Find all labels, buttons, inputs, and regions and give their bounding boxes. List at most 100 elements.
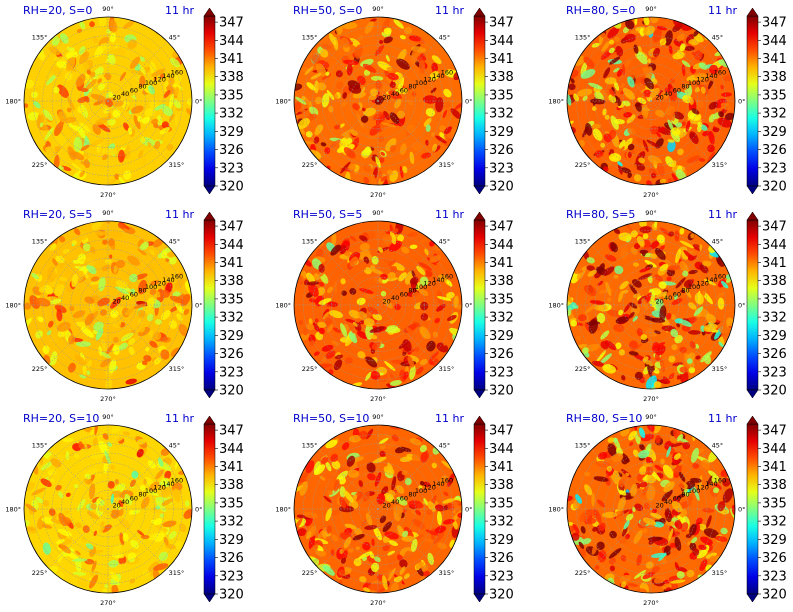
colorbar-tick-label: 332 [219,515,244,530]
field-blob [696,98,704,108]
polar-frame [566,424,736,594]
field-blob [399,456,412,463]
field-blob [49,333,59,343]
field-blob [100,358,112,368]
angle-gridline [318,100,379,161]
field-blob [161,250,168,259]
angle-tick-label: 135° [32,238,48,246]
field-blob [680,289,686,294]
field-blob [407,500,424,509]
field-blob [592,128,603,141]
field-blob [638,450,650,459]
colorbar-tick-label: 323 [219,365,244,380]
field-blob [146,313,154,322]
field-blob [313,136,320,144]
field-blob [604,77,617,85]
field-blob [430,87,437,94]
field-blob [338,569,346,577]
field-blob [74,354,87,366]
field-blob [127,552,137,560]
field-blob [297,118,310,129]
field-blob [82,364,87,376]
field-blob [614,265,624,275]
field-blob [119,71,127,82]
field-blob [718,111,724,118]
field-blob [127,39,138,50]
field-blob [602,266,615,276]
field-blob [589,98,606,105]
angle-tick-label: 270° [370,395,386,403]
field-blob [424,248,429,256]
angle-gridline [318,245,379,306]
radial-tick-label: 140 [162,276,174,284]
field-blob [83,441,88,451]
field-blob [371,256,379,265]
field-blob [24,103,29,108]
field-blob [679,227,685,235]
polar-frame [23,220,193,390]
angle-gridline [107,245,168,306]
field-blob [679,319,692,327]
field-blob [668,87,678,102]
field-blob [58,276,68,282]
field-blob [340,161,351,174]
field-blob [431,55,442,64]
field-blob [363,164,372,172]
field-blob [646,425,655,432]
angle-gridline [377,100,438,161]
field-blob [47,320,54,328]
field-blob [621,581,627,588]
radial-tick-label: 160 [714,68,726,76]
field-blob [628,430,637,441]
field-blob [633,569,647,579]
colorbar [746,423,759,595]
field-blob [447,473,455,487]
field-blob [130,69,140,74]
field-blob [92,66,104,80]
radial-tick-label: 60 [673,494,681,502]
field-blob [638,427,646,439]
field-blob [395,485,405,494]
field-blob [630,230,638,238]
field-blob [308,534,316,550]
field-blob [720,84,725,90]
field-blob [382,85,390,92]
radial-tick-label: 60 [400,290,408,298]
field-blob [629,340,638,350]
field-blob [654,248,666,261]
field-blob [40,478,52,488]
field-blob [686,569,695,578]
field-blob [709,555,717,562]
field-blob [73,136,83,152]
field-blob [397,110,405,119]
colorbar-tick-label: 329 [762,329,787,344]
field-blob [304,96,312,109]
colorbar-tick-label: 344 [762,238,787,253]
field-blob [691,537,698,544]
field-blob [383,36,393,44]
colorbar-tick-label: 347 [762,220,787,235]
angle-tick-label: 315° [169,365,185,373]
field-blob [391,476,397,491]
field-blob [332,327,342,333]
field-blob [94,117,110,126]
angle-gridline [107,449,168,510]
field-blob [444,134,451,148]
field-blob [607,297,612,302]
field-blob [663,481,675,493]
field-blob [148,330,154,338]
colorbar-tick-label: 323 [762,161,787,176]
field-blob [446,291,455,299]
colorbar-tick-label: 329 [219,329,244,344]
field-blob [114,479,119,485]
field-blob [346,455,356,467]
colorbar-tick-label: 326 [489,551,514,566]
field-blob [623,111,632,118]
field-blob [683,279,694,289]
field-blob [401,246,410,254]
angle-tick-label: 180° [275,301,291,309]
angle-gridline [107,304,168,365]
field-blob [622,137,633,151]
angle-tick-label: 90° [102,413,114,421]
angle-tick-label: 45° [439,238,451,246]
